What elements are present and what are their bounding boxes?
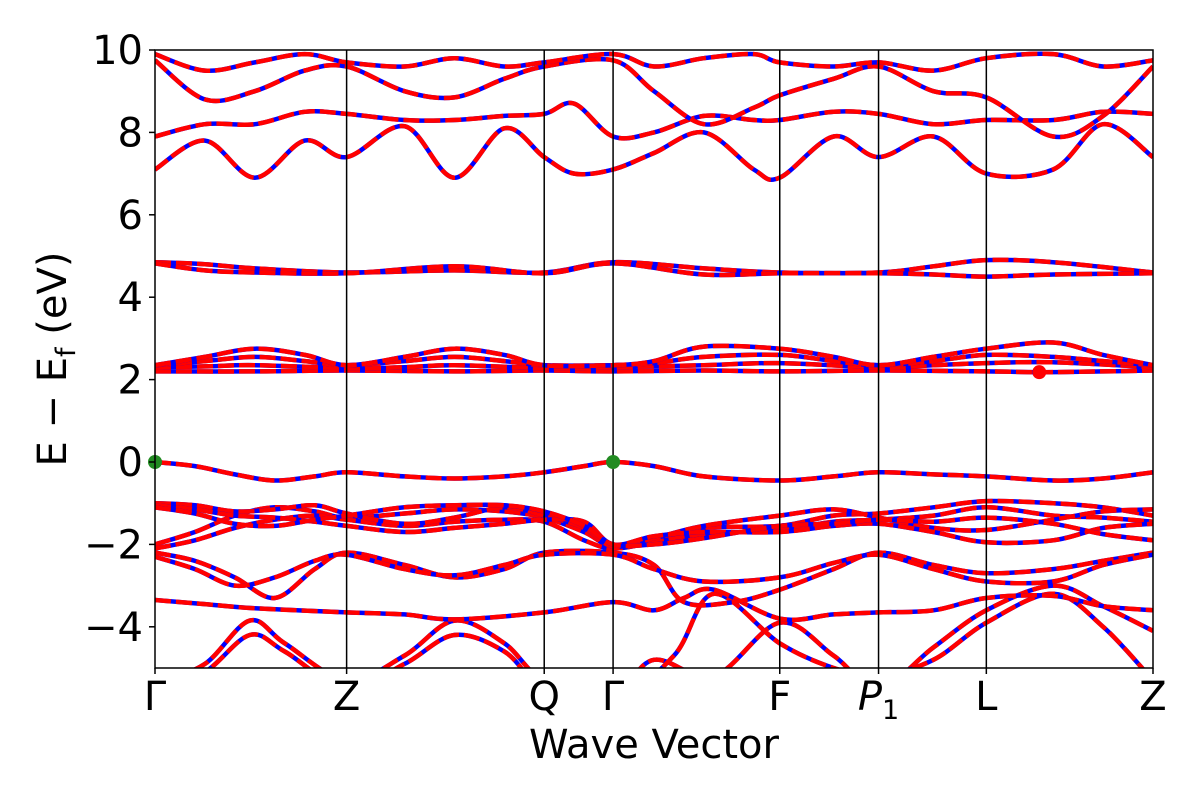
y-tick-label-4: 2 <box>118 358 143 404</box>
band-20-dashed <box>155 56 1153 140</box>
x-tick-label-3: Q <box>528 674 559 720</box>
band-11-dashed <box>155 459 1153 483</box>
bands-layer <box>155 51 1153 668</box>
band-21-dashed <box>155 51 1153 74</box>
y-axis-label-sub: f <box>51 346 82 357</box>
x-tick-label-5: F <box>768 674 791 720</box>
band-17-dashed <box>155 261 1153 279</box>
extrema-markers <box>148 365 1047 469</box>
band-19-dashed <box>155 100 1153 141</box>
y-tick-label-2: −2 <box>84 522 143 568</box>
y-tick-label-5: 4 <box>118 275 143 321</box>
y-axis-label: E − Ef (eV) <box>30 252 82 467</box>
y-tick-label-8: 10 <box>92 28 143 74</box>
band-10-dashed <box>155 502 1153 549</box>
y-tick-label-3: 0 <box>118 440 143 486</box>
band-15-dashed <box>155 340 1153 369</box>
y-tick-label-1: −4 <box>84 605 143 651</box>
x-tick-label-6: P1 <box>858 674 899 726</box>
band-5-dashed <box>155 550 1153 589</box>
plot-frame <box>154 49 1154 669</box>
band-8-dashed <box>155 500 1153 550</box>
extremum-marker-2 <box>606 455 621 469</box>
x-tick-label-7: L <box>975 674 998 720</box>
x-tick-label-4: Γ <box>602 674 625 720</box>
x-tick-label-2: Z <box>333 674 360 720</box>
extremum-marker-3 <box>1032 365 1047 380</box>
band-4-dashed <box>155 548 1153 608</box>
x-tick-label-8: Z <box>1139 674 1166 720</box>
y-axis-ticks: −4 −2 0 2 4 6 8 10 <box>84 28 155 651</box>
y-axis-label-unit: (eV) <box>30 252 76 348</box>
x-axis-label: Wave Vector <box>529 722 780 768</box>
y-tick-label-7: 8 <box>118 110 143 156</box>
y-axis-label-main: E − E <box>30 357 76 467</box>
band-18-dashed <box>155 121 1153 183</box>
band-7-dashed <box>155 505 1153 551</box>
x-tick-label-1: Γ <box>144 674 167 720</box>
band-1-dashed <box>192 583 1153 668</box>
high-symmetry-lines <box>345 50 988 668</box>
y-tick-label-6: 6 <box>118 193 143 239</box>
x-axis-ticks: Γ Z Q Γ F P1 L Z <box>144 668 1167 726</box>
